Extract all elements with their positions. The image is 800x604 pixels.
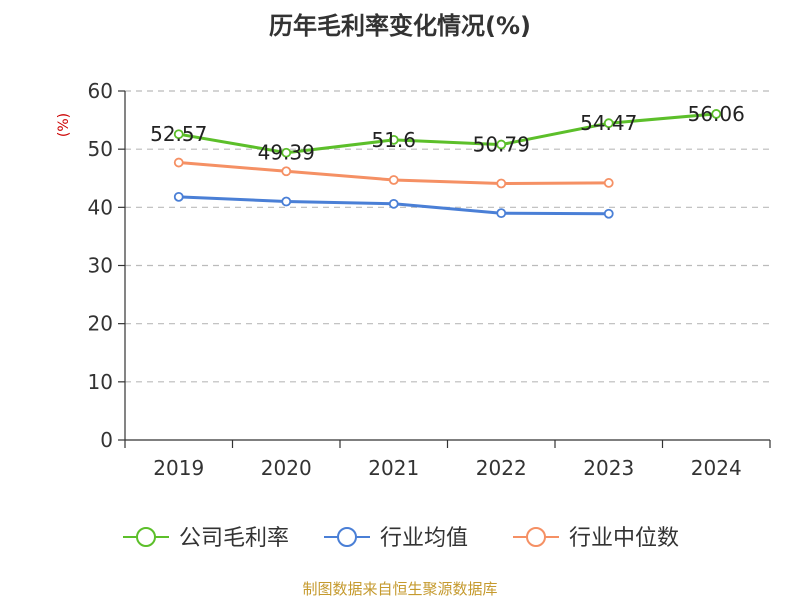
data-point-1-2022 [496, 208, 507, 219]
data-point-0-2024 [711, 109, 722, 119]
data-point-1-2020 [281, 196, 292, 207]
data-point-0-2022 [496, 139, 507, 150]
x-tick-label-2023: 2023 [583, 456, 634, 480]
data-point-0-2023 [603, 118, 614, 129]
legend-swatch-marker-2 [526, 527, 546, 547]
x-tick-label-2022: 2022 [476, 456, 527, 480]
axes: 0 10 20 30 40 50 60 2019 2020 2021 2022 2023 2024 [88, 79, 771, 480]
y-tick-label-0: 0 [100, 428, 113, 452]
legend-swatch-marker-1 [337, 527, 357, 547]
x-tick-label-2021: 2021 [368, 456, 419, 480]
series-line-0 [177, 112, 718, 155]
data-point-2-2020 [281, 166, 292, 177]
data-point-1-2023 [603, 208, 614, 219]
legend-item-1: 行业均值 [324, 526, 468, 551]
y-tick-label-60: 60 [88, 79, 113, 103]
y-tick-label-50: 50 [88, 137, 113, 161]
series-lines [173, 109, 722, 219]
y-tick-label-40: 40 [88, 195, 113, 219]
data-point-2-2021 [388, 175, 399, 185]
legend-label-1: 行业均值 [380, 526, 468, 551]
data-point-0-2020 [281, 147, 292, 158]
data-point-2-2023 [603, 178, 614, 188]
y-tick-label-20: 20 [88, 312, 113, 336]
legend: 公司毛利率 行业均值 行业中位数 [123, 526, 679, 551]
source-note: 制图数据来自恒生聚源数据库 [302, 580, 497, 598]
legend-label-0: 公司毛利率 [179, 526, 289, 551]
data-label-2023: 54.47 [580, 111, 637, 135]
data-label-2022: 50.79 [473, 133, 530, 157]
legend-swatch-marker-0 [136, 527, 156, 547]
legend-item-2: 行业中位数 [513, 526, 679, 551]
x-tick-label-2019: 2019 [153, 456, 204, 480]
data-label-2020: 49.39 [258, 141, 315, 165]
y-tick-label-10: 10 [88, 370, 113, 394]
data-label-2021: 51.6 [371, 128, 416, 152]
data-point-1-2021 [388, 198, 399, 209]
data-point-0-2019 [173, 129, 184, 140]
legend-label-2: 行业中位数 [569, 526, 679, 551]
data-point-2-2022 [496, 178, 507, 189]
data-label-2024: 56.06 [688, 102, 745, 126]
data-label-2019: 52.57 [150, 122, 207, 146]
chart-title: 历年毛利率变化情况(%) [269, 12, 531, 40]
data-point-1-2019 [173, 191, 184, 202]
y-axis-unit-label: (%) [56, 113, 72, 137]
data-point-2-2019 [173, 157, 184, 168]
grid-lines [125, 90, 770, 383]
y-tick-label-30: 30 [88, 254, 113, 278]
x-tick-label-2024: 2024 [691, 456, 742, 480]
x-tick-label-2020: 2020 [261, 456, 312, 480]
legend-item-0: 公司毛利率 [123, 526, 289, 551]
data-labels: 52.57 49.39 51.6 50.79 54.47 56.06 [150, 102, 745, 165]
data-point-0-2021 [388, 134, 399, 145]
